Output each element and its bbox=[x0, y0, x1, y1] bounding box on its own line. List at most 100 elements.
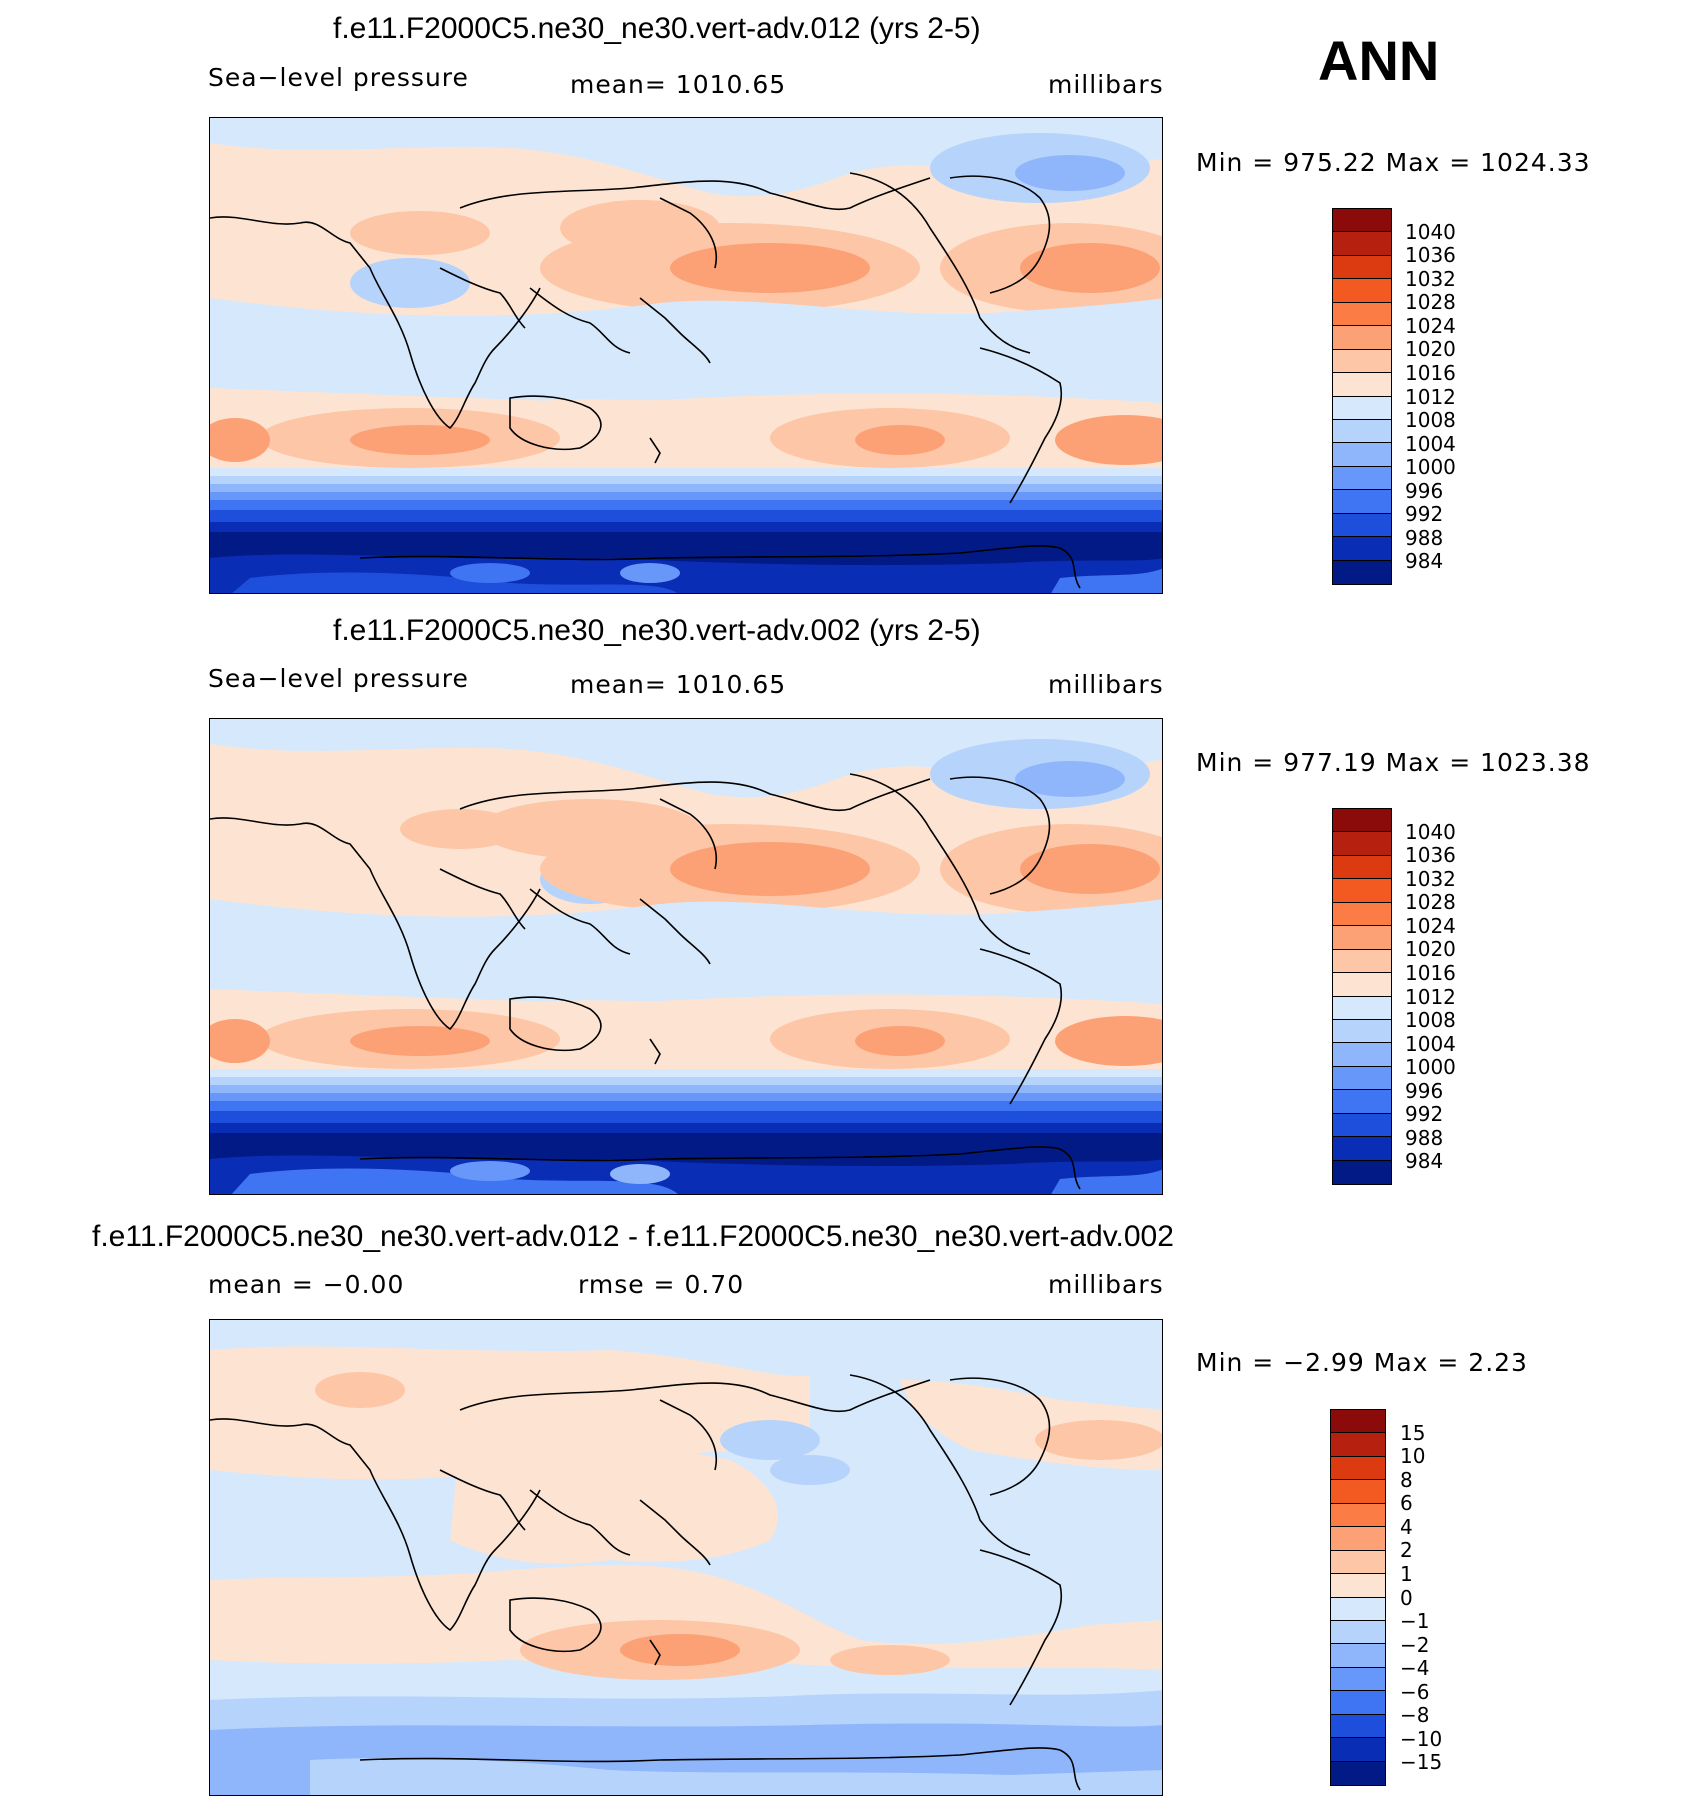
colorbar-tick-label: −1 bbox=[1400, 1609, 1430, 1634]
colorbar-cell bbox=[1333, 1043, 1391, 1067]
colorbar-tick-label: 1000 bbox=[1405, 1055, 1456, 1080]
colorbar-tick-label: 996 bbox=[1405, 478, 1444, 503]
colorbar-tick-label: 1004 bbox=[1405, 1031, 1456, 1056]
colorbar-tick-label: −4 bbox=[1400, 1656, 1430, 1681]
colorbar-cell bbox=[1333, 466, 1391, 491]
colorbar-tick-label: 1000 bbox=[1405, 455, 1456, 480]
colorbar-tick-label: 984 bbox=[1405, 1149, 1444, 1174]
season-label: ANN bbox=[1318, 29, 1440, 92]
colorbar-cell bbox=[1333, 209, 1391, 233]
colorbar-cell bbox=[1333, 232, 1391, 256]
panel-3-units-label: millibars bbox=[1048, 1270, 1164, 1299]
colorbar-tick-label: 1032 bbox=[1405, 866, 1456, 891]
colorbar-tick-label: 1036 bbox=[1405, 243, 1456, 268]
colorbar-tick-label: 2 bbox=[1400, 1538, 1413, 1563]
colorbar-tick-label: 996 bbox=[1405, 1078, 1444, 1103]
colorbar-tick-label: 984 bbox=[1405, 549, 1444, 574]
colorbar-cell bbox=[1333, 809, 1391, 833]
colorbar-cell bbox=[1333, 996, 1391, 1020]
panel-3-mean-label: mean = −0.00 bbox=[208, 1270, 405, 1299]
colorbar-tick-label: −10 bbox=[1400, 1726, 1443, 1751]
panel-2-colorbar bbox=[1332, 808, 1392, 1185]
colorbar-tick-label: −6 bbox=[1400, 1679, 1430, 1704]
colorbar-cell bbox=[1333, 1113, 1391, 1138]
colorbar-cell bbox=[1333, 560, 1391, 584]
colorbar-cell bbox=[1331, 1480, 1385, 1504]
colorbar-cell bbox=[1331, 1738, 1385, 1762]
colorbar-tick-label: 988 bbox=[1405, 1125, 1444, 1150]
colorbar-cell bbox=[1331, 1761, 1385, 1785]
panel-1-map bbox=[209, 117, 1163, 594]
colorbar-cell bbox=[1333, 949, 1391, 974]
panel-3-map-svg bbox=[210, 1320, 1162, 1795]
colorbar-cell bbox=[1333, 855, 1391, 880]
colorbar-cell bbox=[1331, 1597, 1385, 1621]
panel-1-mean-label: mean= 1010.65 bbox=[570, 70, 787, 99]
colorbar-tick-label: 992 bbox=[1405, 502, 1444, 527]
colorbar-tick-label: 1020 bbox=[1405, 337, 1456, 362]
panel-1-map-svg bbox=[210, 118, 1162, 593]
colorbar-cell bbox=[1333, 490, 1391, 514]
colorbar-tick-label: −8 bbox=[1400, 1703, 1430, 1728]
panel-2-map bbox=[209, 718, 1163, 1195]
panel-2-title: f.e11.F2000C5.ne30_ne30.vert-adv.002 (yr… bbox=[333, 614, 981, 647]
colorbar-cell bbox=[1331, 1620, 1385, 1645]
colorbar-tick-label: 4 bbox=[1400, 1514, 1413, 1539]
colorbar-tick-label: 1040 bbox=[1405, 819, 1456, 844]
colorbar-cell bbox=[1333, 419, 1391, 444]
colorbar-cell bbox=[1333, 513, 1391, 538]
colorbar-cell bbox=[1333, 1090, 1391, 1114]
panel-2-minmax: Min = 977.19 Max = 1023.38 bbox=[1196, 748, 1591, 777]
colorbar-tick-label: 1040 bbox=[1405, 219, 1456, 244]
colorbar-cell bbox=[1333, 279, 1391, 303]
colorbar-tick-label: 1020 bbox=[1405, 937, 1456, 962]
colorbar-cell bbox=[1333, 832, 1391, 856]
colorbar-cell bbox=[1333, 373, 1391, 397]
colorbar-cell bbox=[1333, 537, 1391, 561]
colorbar-tick-label: 1012 bbox=[1405, 384, 1456, 409]
colorbar-tick-label: 1016 bbox=[1405, 360, 1456, 385]
panel-1-title: f.e11.F2000C5.ne30_ne30.vert-adv.012 (yr… bbox=[333, 12, 981, 45]
panel-3-title: f.e11.F2000C5.ne30_ne30.vert-adv.012 - f… bbox=[92, 1220, 1174, 1253]
colorbar-tick-label: 1008 bbox=[1405, 408, 1456, 433]
colorbar-tick-label: 10 bbox=[1400, 1444, 1426, 1469]
panel-2-units-label: millibars bbox=[1048, 670, 1164, 699]
panel-1-units-label: millibars bbox=[1048, 70, 1164, 99]
colorbar-cell bbox=[1331, 1527, 1385, 1551]
colorbar-tick-label: 1024 bbox=[1405, 913, 1456, 938]
panel-2-map-svg bbox=[210, 719, 1162, 1194]
colorbar-cell bbox=[1333, 879, 1391, 903]
colorbar-cell bbox=[1333, 1137, 1391, 1161]
colorbar-tick-label: 988 bbox=[1405, 525, 1444, 550]
panel-1-variable-label: Sea−level pressure bbox=[208, 63, 469, 92]
colorbar-cell bbox=[1331, 1691, 1385, 1715]
colorbar-cell bbox=[1333, 349, 1391, 374]
panel-3-rmse-label: rmse = 0.70 bbox=[578, 1270, 745, 1299]
colorbar-cell bbox=[1333, 326, 1391, 350]
colorbar-tick-label: 1032 bbox=[1405, 266, 1456, 291]
colorbar-cell bbox=[1333, 1066, 1391, 1091]
colorbar-cell bbox=[1333, 443, 1391, 467]
colorbar-tick-label: 1012 bbox=[1405, 984, 1456, 1009]
colorbar-cell bbox=[1333, 973, 1391, 997]
colorbar-cell bbox=[1333, 396, 1391, 420]
colorbar-cell bbox=[1333, 902, 1391, 927]
colorbar-cell bbox=[1333, 255, 1391, 280]
panel-1-minmax: Min = 975.22 Max = 1024.33 bbox=[1196, 148, 1591, 177]
colorbar-tick-label: −15 bbox=[1400, 1750, 1443, 1775]
colorbar-cell bbox=[1331, 1714, 1385, 1739]
colorbar-cell bbox=[1331, 1456, 1385, 1481]
panel-3-colorbar bbox=[1330, 1409, 1386, 1786]
colorbar-tick-label: 15 bbox=[1400, 1420, 1426, 1445]
panel-3-map bbox=[209, 1319, 1163, 1796]
colorbar-cell bbox=[1333, 1019, 1391, 1044]
colorbar-cell bbox=[1333, 926, 1391, 950]
colorbar-tick-label: −2 bbox=[1400, 1632, 1430, 1657]
colorbar-tick-label: 8 bbox=[1400, 1467, 1413, 1492]
colorbar-cell bbox=[1331, 1433, 1385, 1457]
colorbar-tick-label: 1036 bbox=[1405, 843, 1456, 868]
colorbar-tick-label: 1028 bbox=[1405, 290, 1456, 315]
colorbar-cell bbox=[1333, 302, 1391, 327]
colorbar-tick-label: 6 bbox=[1400, 1491, 1413, 1516]
colorbar-tick-label: 1016 bbox=[1405, 960, 1456, 985]
